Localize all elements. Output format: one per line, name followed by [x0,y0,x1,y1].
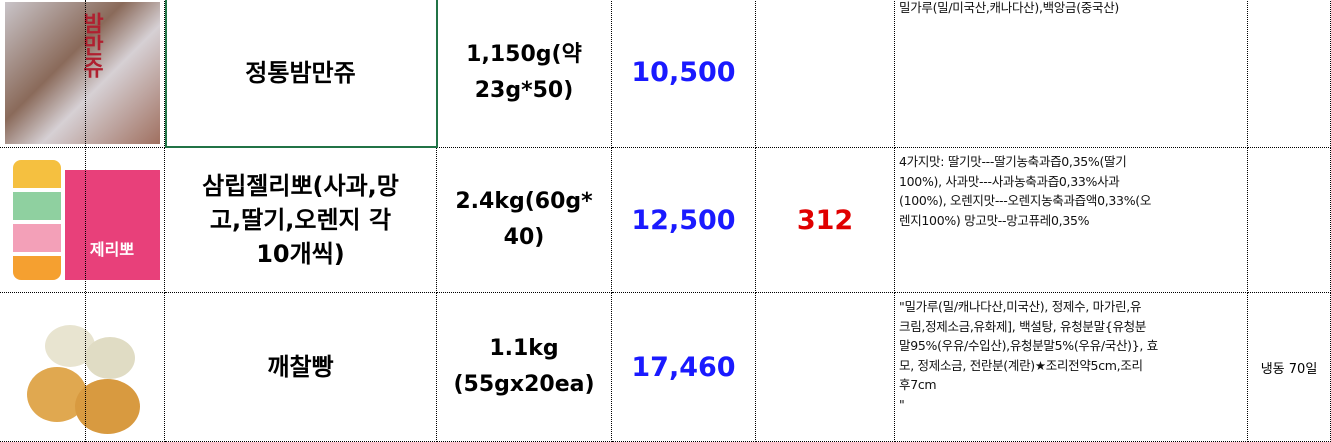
storage-cell[interactable] [1248,0,1331,148]
weight-cell[interactable]: 1.1kg (55gx20ea) [437,293,612,442]
image-cell[interactable] [0,293,165,442]
image-cell[interactable]: 제리뽀 [0,148,165,293]
price-cell[interactable]: 10,500 [612,0,756,148]
logo-text: 밤만쥬 [78,11,104,78]
quantity-cell[interactable] [756,0,895,148]
logo-text: 제리뽀 [64,169,160,280]
ingredients-cell[interactable]: 밀가루(밀/미국산,캐나다산),백앙금(중국산) [895,0,1248,148]
text-line: 렌지100%) 망고맛--망고퓨레0,35% [899,212,1090,228]
image-cell[interactable]: 밤만쥬 [0,0,165,148]
product-name-cell[interactable]: 깨찰빵 [165,293,437,442]
storage-cell[interactable]: 냉동 70일 [1248,293,1331,442]
selected-cell-border [165,0,438,148]
text-line: 40) [503,225,545,250]
text-line: 고,딸기,오렌지 각 [209,206,392,234]
text-line: 2.4kg(60g* [455,189,593,214]
product-name-cell[interactable]: 정통밤만쥬 [165,0,437,148]
sesame-bread-photo [5,297,160,438]
text-line: 4가지맛: 딸기맛---딸기농축과즙0,35%(딸기 [899,154,1127,169]
text-line: 1.1kg [489,336,559,361]
text-line: "밀가루(밀/캐나다산,미국산), 정제수, 마가린,유 [899,299,1142,314]
text-line: 말95%(우유/수입산),유청분말5%(우유/국산)}, 효 [899,338,1158,353]
text-line: 삼립젤리뽀(사과,망 [202,172,399,200]
storage-cell[interactable] [1248,148,1331,293]
quantity-cell[interactable]: 312 [756,148,895,293]
text-line: 100%), 사과맛---사과농축과즙0,33%사과 [899,173,1120,189]
text-line: 후7cm [899,377,937,392]
text-line: 밀가루(밀/미국산,캐나다산),백앙금(중국산) [899,0,1119,15]
ingredients-cell[interactable]: 4가지맛: 딸기맛---딸기농축과즙0,35%(딸기 100%), 사과맛---사… [895,148,1248,293]
text-line: 정통밤만쥬 [245,58,356,87]
text-line: (100%), 오렌지맛---오렌지농축과즙액0,33%(오 [899,193,1152,208]
text-line: 깨찰빵 [267,353,334,381]
quantity-cell[interactable] [756,293,895,442]
text-line: 크림,정제소금,유화제], 백설탕, 유청분말{유청분 [899,318,1147,334]
chestnut-bun-photo: 밤만쥬 [4,1,160,144]
text-line: (55gx20ea) [453,372,595,397]
text-line: 10개씩) [256,240,345,268]
price-cell[interactable]: 12,500 [612,148,756,293]
text-line: " [899,396,905,412]
weight-cell[interactable]: 2.4kg(60g* 40) [437,148,612,293]
text-line: 모, 정제소금, 전란분(계란)★조리전약5cm,조리 [899,357,1143,373]
text-line: 1,150g(약 [466,41,582,67]
weight-cell[interactable]: 1,150g(약 23g*50) [437,0,612,148]
jellypo-photo: 제리뽀 [5,152,160,289]
price-cell[interactable]: 17,460 [612,293,756,442]
text-line: 23g*50) [474,77,574,103]
gridline [85,0,86,442]
